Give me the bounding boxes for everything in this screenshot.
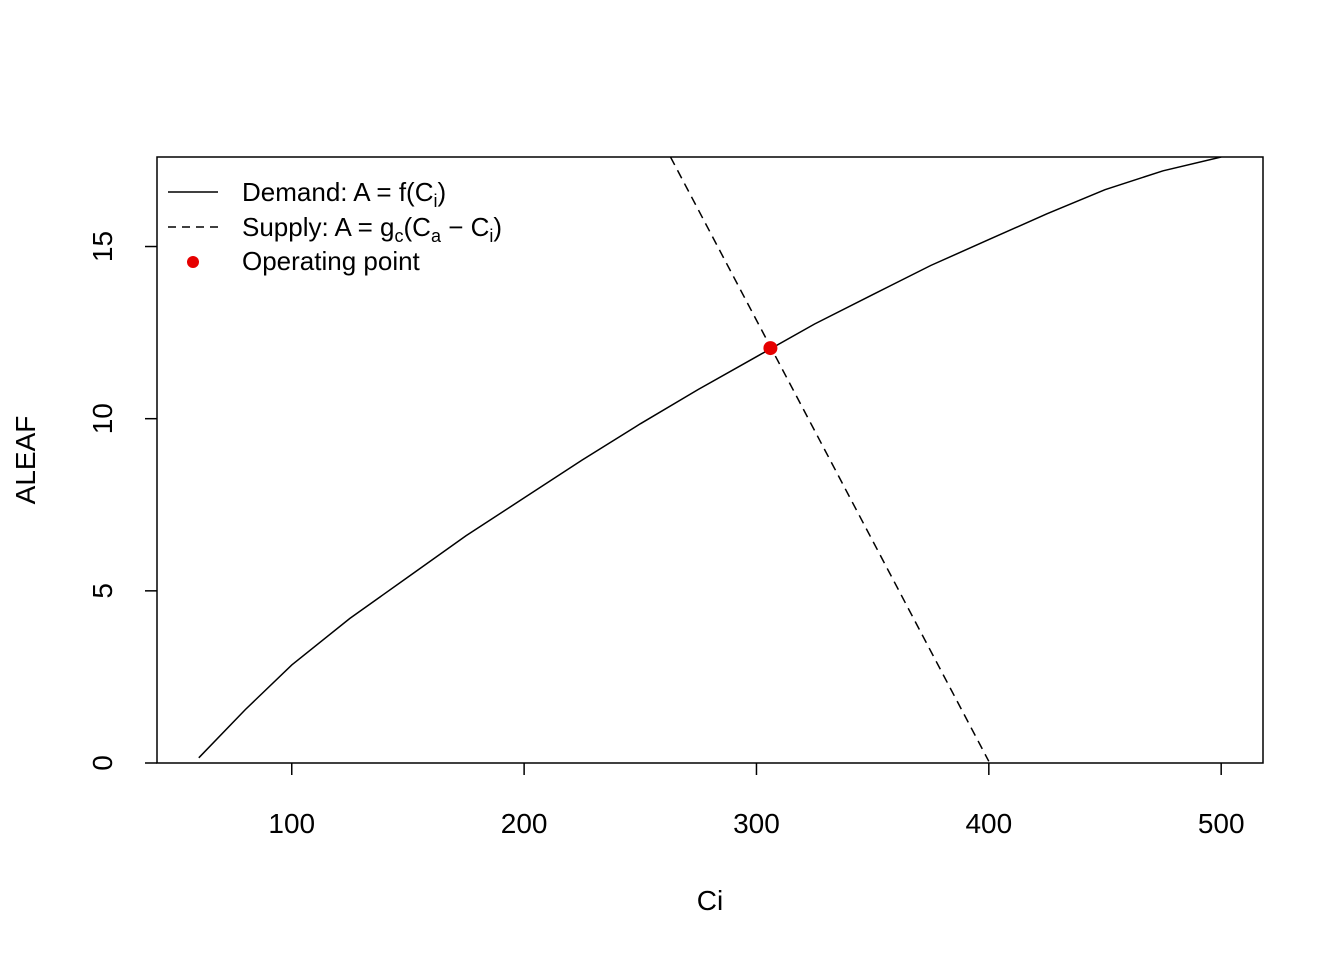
demand-line [198,157,1222,759]
axes: 100 200 300 400 500 0 5 10 15 [87,231,1245,839]
legend: Demand: A = f(Ci) Supply: A = gc(Ca − Ci… [168,177,502,276]
x-tick-label: 200 [501,808,548,839]
y-tick-label: 5 [87,583,118,599]
y-tick-label: 10 [87,403,118,434]
y-tick-label: 0 [87,755,118,771]
legend-demand-label: Demand: A = f(Ci) [242,177,446,211]
legend-operating-point-label: Operating point [242,246,421,276]
supply-line [669,157,990,762]
plot-area [198,157,1222,762]
legend-supply-label: Supply: A = gc(Ca − Ci) [242,212,502,246]
x-tick-label: 400 [965,808,1012,839]
x-tick-label: 300 [733,808,780,839]
operating-point-marker [763,341,778,356]
x-tick-label: 100 [268,808,315,839]
y-axis-label: ALEAF [10,416,41,505]
y-tick-label: 15 [87,231,118,262]
plot-frame [156,156,1264,764]
legend-operating-point-marker [187,256,199,268]
x-axis-label: Ci [697,885,723,916]
x-tick-label: 500 [1198,808,1245,839]
